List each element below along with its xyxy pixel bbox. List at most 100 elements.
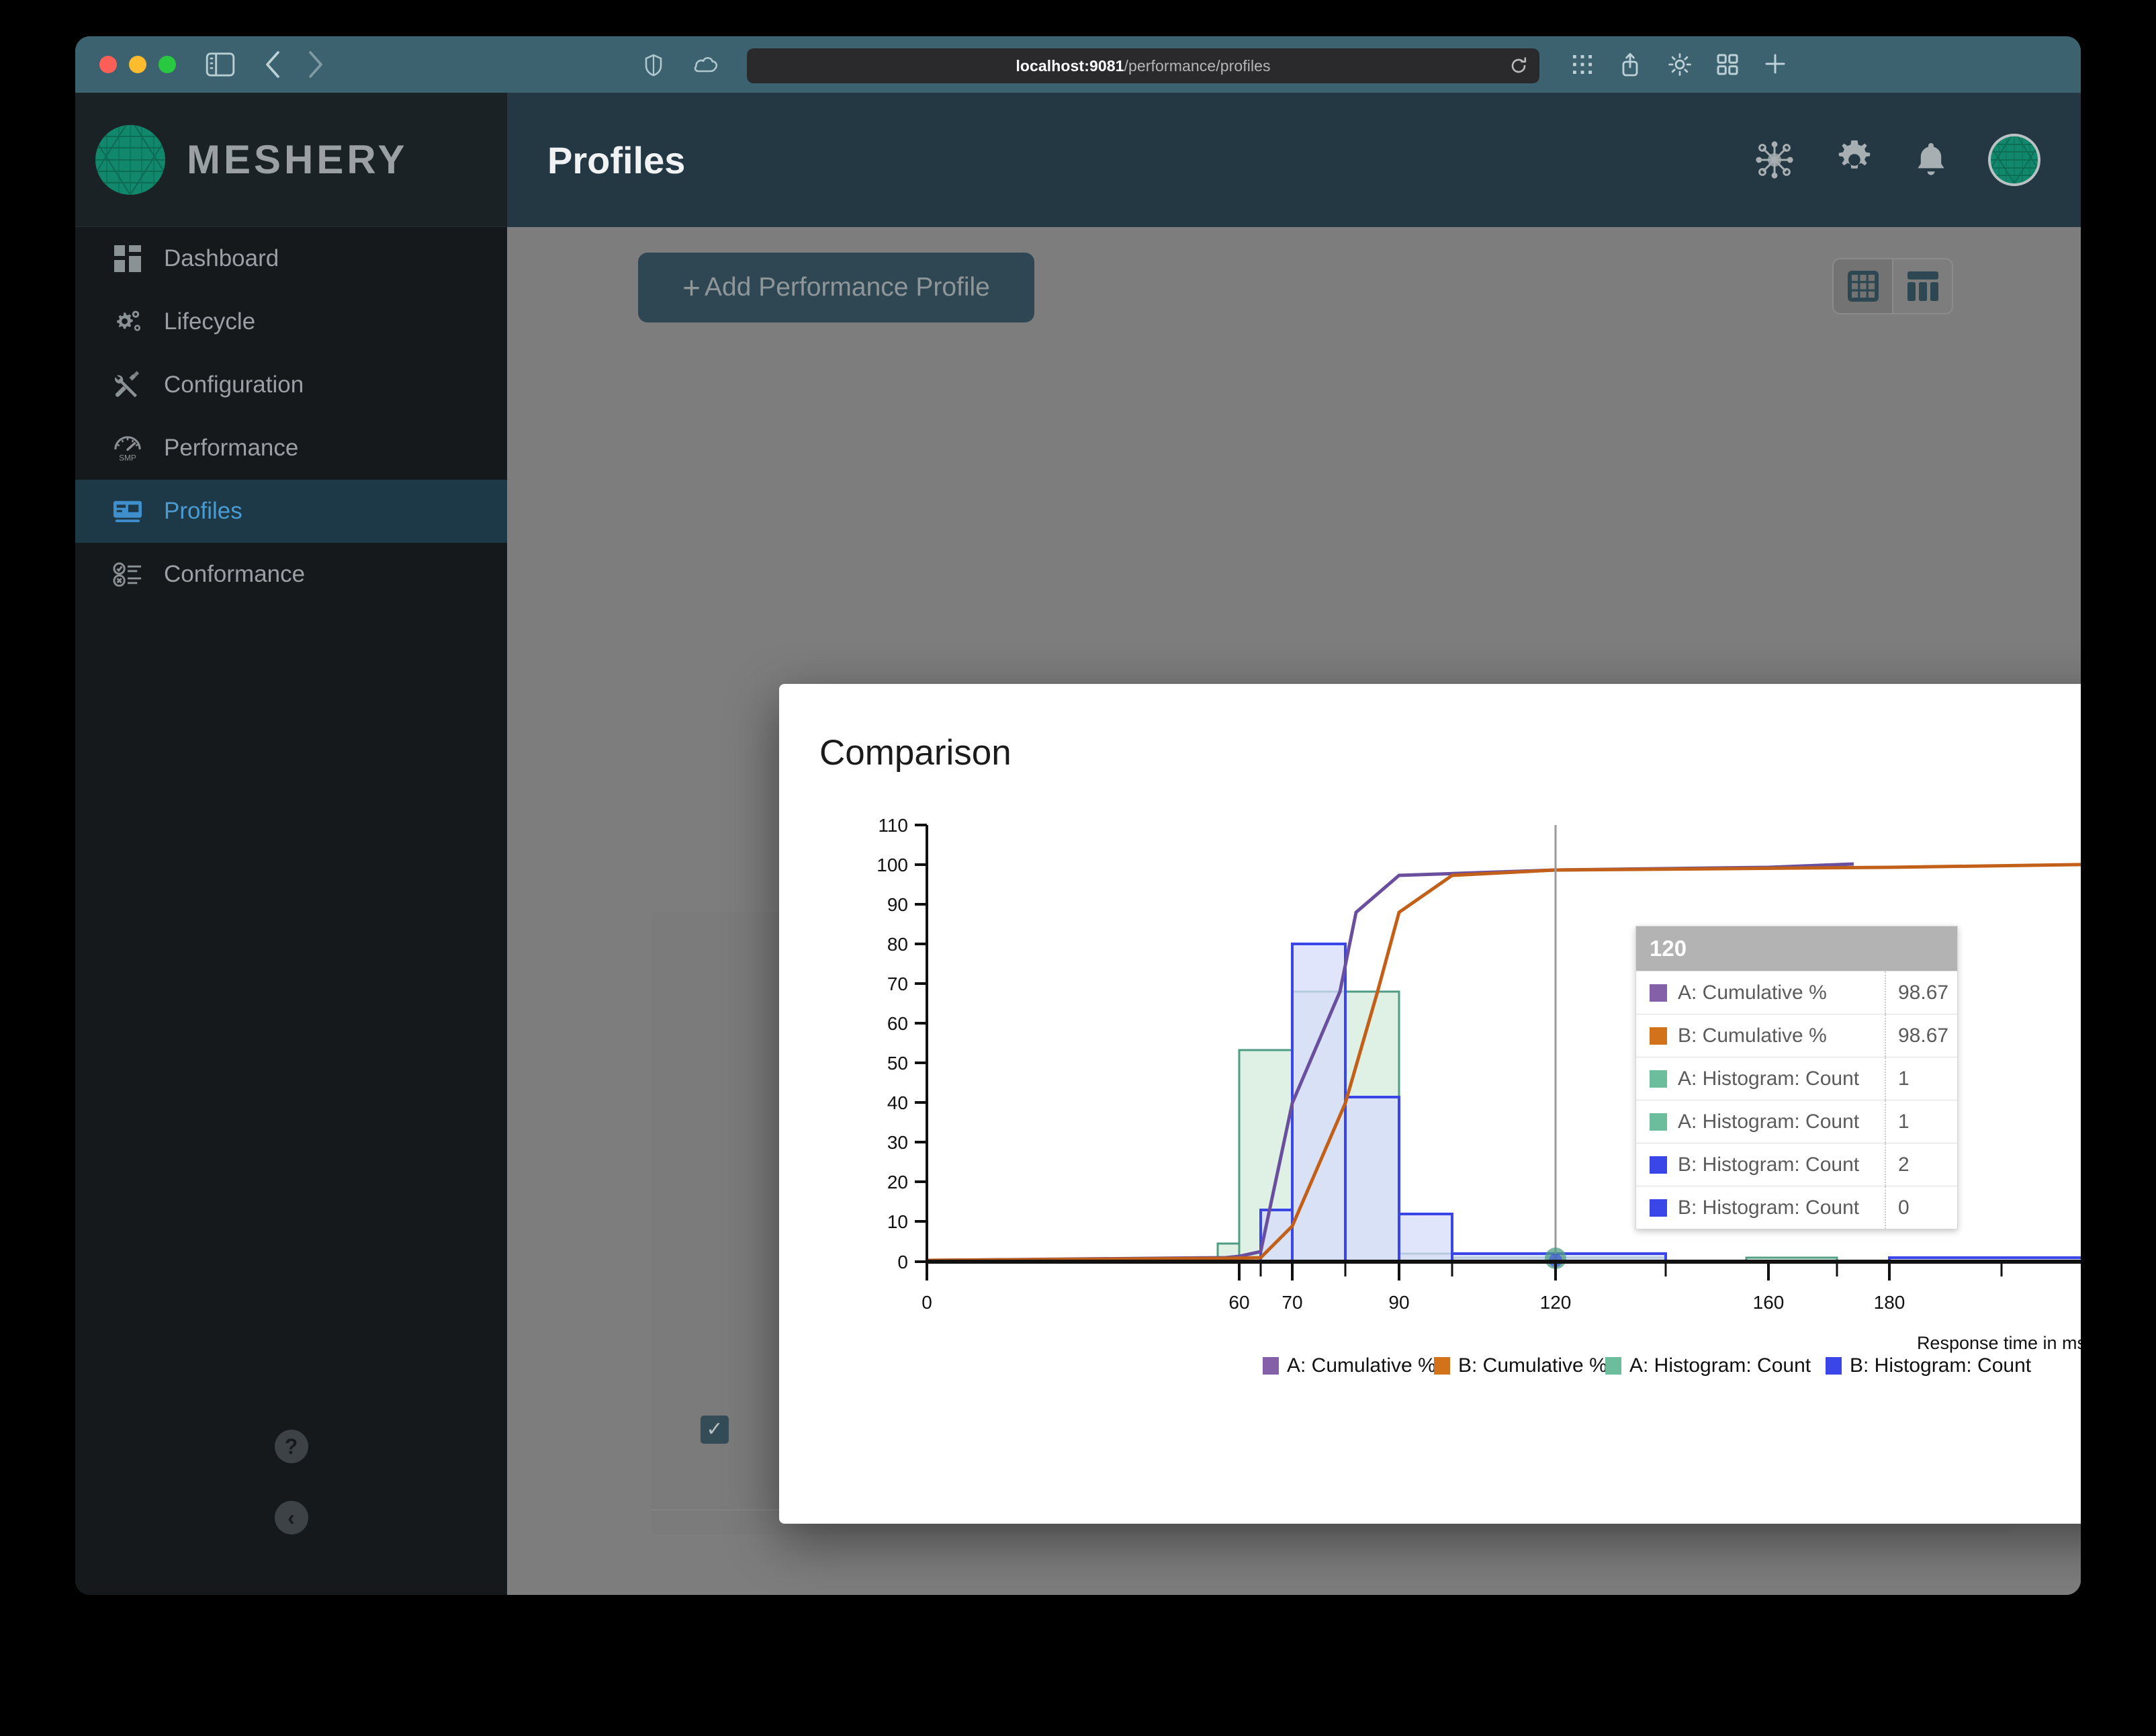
url-path: /performance/profiles [1124,56,1271,75]
sidebar-item-dashboard[interactable]: Dashboard [75,227,507,290]
chart-tooltip: 120 A: Cumulative % 98.67 B: Cumulative … [1635,926,1958,1229]
svg-text:110: 110 [878,818,908,836]
gear-icon[interactable] [1835,140,1874,179]
svg-text:120: 120 [1540,1292,1572,1313]
svg-text:70: 70 [1282,1292,1302,1313]
traffic-lights [99,56,176,73]
browser-chrome-bar: localhost:9081/performance/profiles [75,36,2081,93]
tooltip-row: A: Histogram: Count 1 [1636,1057,1957,1100]
page-title: Profiles [547,138,686,181]
tooltip-label: A: Histogram: Count [1678,1067,1860,1090]
svg-text:0: 0 [897,1252,908,1272]
sidebar-item-label: Dashboard [164,245,279,271]
tooltip-key: B: Histogram: Count [1636,1197,1885,1219]
sidebar-item-profiles[interactable]: Profiles [75,480,507,543]
tooltip-row: B: Histogram: Count 0 [1636,1186,1957,1229]
dashboard-icon [113,244,142,273]
tooltip-row: B: Histogram: Count 2 [1636,1143,1957,1186]
svg-text:160: 160 [1753,1292,1785,1313]
legend-swatch-icon [1650,1199,1667,1217]
add-performance-profile-button[interactable]: + Add Performance Profile [638,253,1034,322]
sidebar-item-label: Configuration [164,372,304,398]
brand-header[interactable]: MESHERY [75,93,507,227]
svg-text:60: 60 [1228,1292,1249,1313]
plus-icon: + [682,270,701,305]
cloud-icon[interactable] [693,54,719,74]
brand-name: MESHERY [187,137,408,182]
sidebar-bottom-controls: ? ‹ [75,1430,507,1572]
table-view-button[interactable] [1893,259,1952,313]
comparison-dialog: Comparison [779,684,2081,1524]
header-icon-group [1754,134,2040,186]
forward-arrow-icon[interactable] [306,50,325,79]
plus-icon[interactable] [1764,52,1787,75]
shield-icon[interactable] [645,54,662,77]
close-window-button[interactable] [99,56,117,73]
tab-overview-icon[interactable] [1717,54,1738,75]
tooltip-label: B: Histogram: Count [1678,1196,1860,1219]
help-button[interactable]: ? [274,1430,308,1463]
tooltip-row: B: Cumulative % 98.67 [1636,1014,1957,1057]
svg-text:B: Histogram: Count: B: Histogram: Count [1850,1354,2032,1376]
sidebar-item-lifecycle[interactable]: Lifecycle [75,290,507,353]
mesh-cluster-icon[interactable] [1754,140,1795,180]
sidebar-item-configuration[interactable]: Configuration [75,353,507,417]
tooltip-key: A: Histogram: Count [1636,1111,1885,1133]
tooltip-key: B: Cumulative % [1636,1025,1885,1047]
svg-text:180: 180 [1874,1292,1905,1313]
bell-icon[interactable] [1914,141,1948,179]
sidebar-item-performance[interactable]: SMP Performance [75,417,507,480]
legend-swatch-icon [1650,1027,1667,1045]
sidebar-toggle-icon[interactable] [206,52,235,77]
comparison-chart: 110 100 90 80 70 60 50 40 30 20 10 0 [860,818,2081,1376]
svg-text:B: Cumulative %: B: Cumulative % [1458,1354,1607,1376]
back-arrow-icon[interactable] [263,50,282,79]
speedometer-icon: SMP [113,433,142,463]
browser-window: localhost:9081/performance/profiles [75,36,2081,1595]
sidebar-item-conformance[interactable]: Conformance [75,543,507,606]
tooltip-key: A: Histogram: Count [1636,1068,1885,1090]
tooltip-row: A: Cumulative % 98.67 [1636,971,1957,1014]
avatar[interactable] [1988,134,2040,186]
apps-grid-icon[interactable] [1572,54,1593,75]
grid-view-button[interactable] [1834,259,1892,313]
chart-lines [926,862,2081,1262]
collapse-sidebar-button[interactable]: ‹ [274,1501,308,1534]
svg-text:10: 10 [887,1211,908,1232]
share-icon[interactable] [1620,52,1640,77]
minimize-window-button[interactable] [129,56,146,73]
sidebar-item-label: Conformance [164,561,306,587]
tooltip-label: B: Cumulative % [1678,1024,1827,1047]
reload-icon[interactable] [1510,57,1527,75]
tooltip-value: 1 [1885,1057,1957,1100]
tooltip-value: 0 [1885,1186,1957,1229]
gear-icon[interactable] [1668,53,1691,76]
svg-text:50: 50 [887,1053,908,1074]
gears-icon [113,307,142,337]
url-text: localhost:9081/performance/profiles [1016,57,1270,75]
svg-text:A: Histogram: Count: A: Histogram: Count [1629,1354,1811,1376]
address-bar-container: localhost:9081/performance/profiles [747,48,1539,83]
tooltip-value: 98.67 [1885,971,1957,1014]
url-host: localhost:9081 [1016,56,1124,75]
sidebar-item-label: Profiles [164,498,242,524]
conformance-icon [113,560,142,589]
svg-text:80: 80 [887,934,908,955]
maximize-window-button[interactable] [159,56,176,73]
svg-text:SMP: SMP [119,453,136,462]
row-checkbox[interactable]: ✓ [701,1415,729,1444]
tooltip-value: 98.67 [1885,1014,1957,1057]
add-profile-label: Add Performance Profile [705,273,990,302]
svg-text:60: 60 [887,1013,908,1034]
address-bar[interactable]: localhost:9081/performance/profiles [747,48,1539,83]
svg-text:100: 100 [877,855,908,875]
legend-swatch-icon [1650,1113,1667,1131]
chart-legend: A: Cumulative % B: Cumulative % A: Histo… [1263,1354,2032,1376]
svg-text:90: 90 [1388,1292,1409,1313]
dialog-title: Comparison [819,733,1012,773]
content-area: +Add Performance Profile Test ← ails [507,227,2081,1595]
tooltip-header: 120 [1636,926,1957,971]
tooltip-label: B: Histogram: Count [1678,1153,1860,1176]
svg-text:70: 70 [887,973,908,994]
legend-swatch-icon [1650,1070,1667,1088]
